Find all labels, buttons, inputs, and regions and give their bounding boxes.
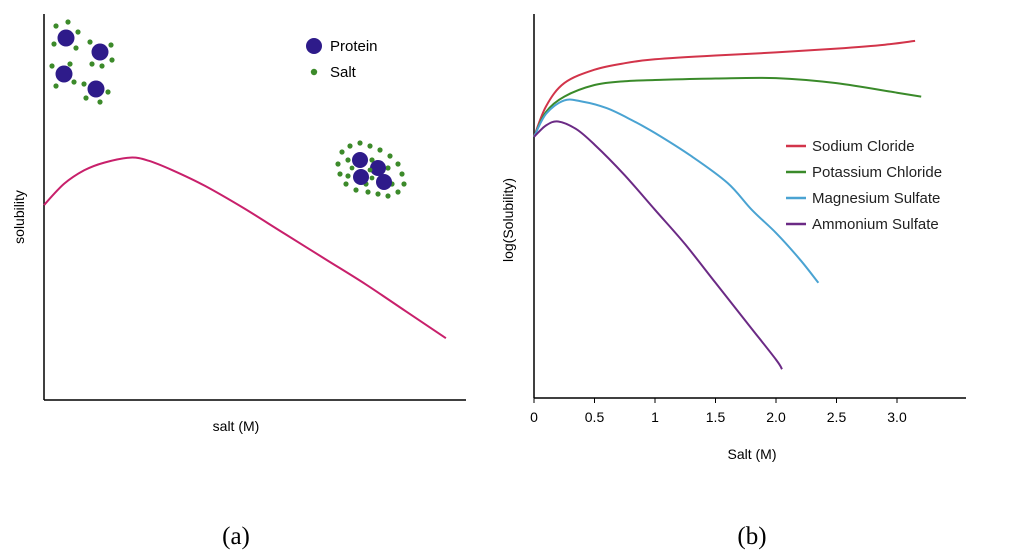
protein-free-illustration <box>49 19 115 105</box>
series-line-b-3 <box>533 120 783 370</box>
xlabel-b: Salt (M) <box>728 446 777 462</box>
legend-a: Protein Salt <box>306 38 378 81</box>
ylabel-a: solubility <box>11 190 27 244</box>
legend-label-b-1: Potassium Chloride <box>812 164 942 181</box>
series-group-b <box>533 39 922 370</box>
series-line-b-2 <box>533 98 820 284</box>
xlabel-a: salt (M) <box>213 418 260 434</box>
x-tick-label-b: 0 <box>530 409 538 425</box>
ylabel-b: log(Solubility) <box>500 178 516 262</box>
x-ticks-b: 0 0.5 1 1.5 2.0 2.5 3.0 <box>530 398 907 425</box>
protein-legend-marker <box>306 38 322 54</box>
x-tick-label-b: 1 <box>651 409 659 425</box>
protein-aggregate-illustration <box>335 140 407 199</box>
panel-b: log(Solubility) Salt (M) 0 0.5 1 1.5 2.0 2.5 3… <box>500 14 966 550</box>
legend-a-label: Protein <box>330 38 378 55</box>
x-tick-label-b: 1.5 <box>706 409 726 425</box>
series-line-b-0 <box>533 39 916 138</box>
x-tick-label-b: 0.5 <box>585 409 605 425</box>
series-group-a <box>43 156 447 340</box>
x-tick-label-b: 3.0 <box>887 409 907 425</box>
panel-a: solubility salt (M) <box>11 14 466 550</box>
salt-legend-marker <box>310 68 318 76</box>
series-line-b-1 <box>533 76 922 138</box>
legend-a-label: Salt <box>330 64 357 81</box>
legend-label-b-3: Ammonium Sulfate <box>812 216 939 233</box>
legend-label-b-0: Sodium Cloride <box>812 138 915 155</box>
panel-label-b: (b) <box>737 523 766 550</box>
legend-b: Sodium Cloride Potassium Chloride Magnesiu… <box>786 138 942 233</box>
panel-label-a: (a) <box>222 523 250 550</box>
series-line-a-0 <box>43 156 447 340</box>
x-tick-label-b: 2.5 <box>827 409 847 425</box>
legend-label-b-2: Magnesium Sulfate <box>812 190 940 207</box>
x-tick-label-b: 2.0 <box>766 409 786 425</box>
